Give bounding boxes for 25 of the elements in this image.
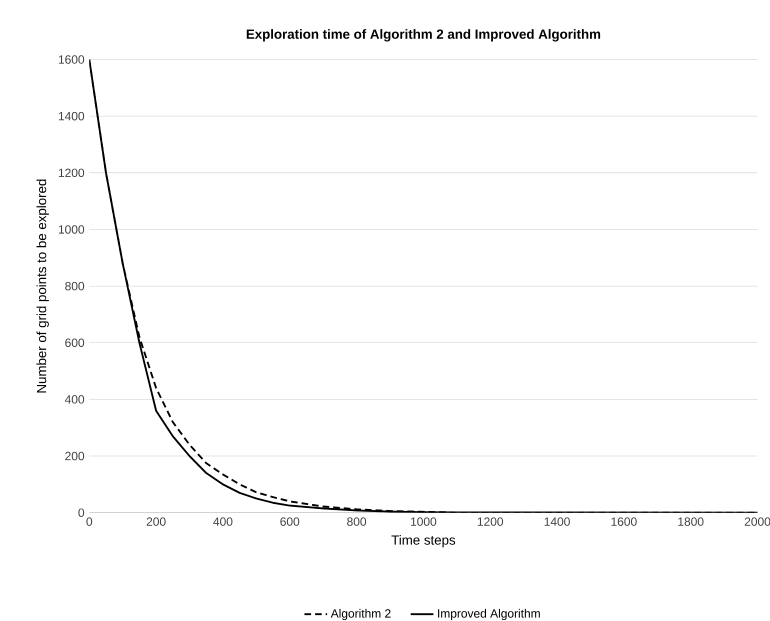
x-tick-label: 1800	[678, 518, 704, 526]
x-tick-label: 200	[146, 518, 166, 526]
legend-label: Algorithm 2	[330, 609, 391, 620]
y-tick-label: 0	[78, 508, 84, 518]
y-tick-label: 600	[65, 338, 84, 348]
x-tick-label: 1000	[411, 518, 436, 526]
y-tick-label: 1600	[58, 55, 84, 64]
x-tick-label: 400	[213, 518, 232, 526]
y-tick-label: 1400	[58, 112, 84, 121]
x-tick-label: 800	[347, 518, 366, 526]
x-tick-label: 1400	[544, 518, 570, 526]
x-tick-label: 1600	[611, 518, 637, 526]
legend-label: Improved Algorithm	[438, 609, 540, 620]
x-tick-label: 1200	[478, 518, 504, 526]
y-tick-label: 1200	[58, 168, 84, 178]
x-tick-label: 2000	[744, 518, 770, 526]
y-tick-label: 1000	[58, 225, 84, 234]
x-tick-label: 600	[280, 518, 300, 526]
y-tick-label: 200	[65, 452, 84, 460]
x-axis-title: Time steps	[391, 535, 456, 548]
y-tick-label: 800	[65, 282, 84, 290]
chart-title: Exploration time of Algorithm 2 and Improved Algorithm	[246, 29, 600, 42]
y-axis-title: Number of grid points to be explored	[36, 180, 49, 393]
x-tick-label: 0	[86, 518, 92, 526]
y-tick-label: 400	[64, 395, 84, 404]
